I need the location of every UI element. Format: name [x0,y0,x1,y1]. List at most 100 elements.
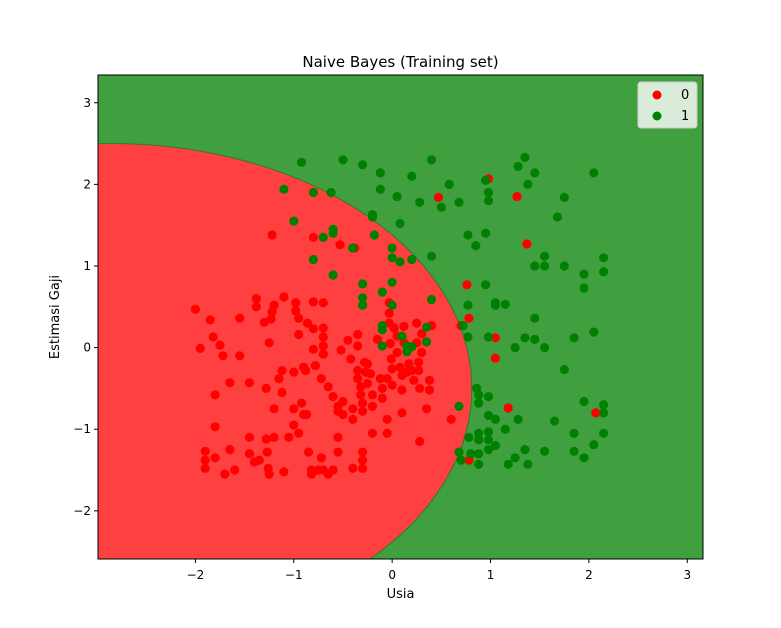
point-class-0 [308,297,318,307]
point-class-1 [540,261,550,271]
point-class-0 [200,446,210,456]
point-class-1 [530,261,540,271]
point-class-1 [318,232,328,242]
point-class-0 [328,465,338,475]
point-class-0 [269,300,279,310]
y-axis: −2 −1 0 1 2 3 [73,96,98,518]
point-class-0 [512,192,522,202]
point-class-1 [530,168,540,178]
point-class-0 [387,364,397,374]
point-class-0 [343,335,353,345]
point-class-1 [308,254,318,265]
point-class-0 [397,408,407,418]
point-class-0 [335,240,345,250]
point-class-0 [358,447,368,457]
point-class-0 [392,347,402,358]
point-class-0 [210,422,220,432]
point-class-1 [471,241,481,251]
point-class-1 [579,453,589,463]
point-class-1 [444,179,454,189]
point-class-0 [291,298,301,308]
x-tick-label: −2 [187,568,205,582]
point-class-0 [385,338,395,349]
point-class-0 [333,432,343,442]
point-class-0 [386,354,396,364]
point-class-0 [353,341,363,351]
point-class-1 [395,218,405,229]
point-class-1 [483,435,494,445]
point-class-1 [579,396,589,407]
point-class-0 [417,329,427,339]
point-class-1 [589,327,599,337]
point-class-0 [395,362,405,372]
point-class-1 [377,325,387,335]
point-class-0 [348,463,358,473]
point-class-1 [326,187,336,198]
point-class-0 [591,408,601,418]
point-class-0 [367,428,378,438]
point-class-0 [377,383,387,393]
point-class-0 [424,385,435,395]
point-class-1 [426,294,437,305]
point-class-0 [308,324,318,334]
point-class-0 [522,239,532,249]
point-class-0 [362,359,373,369]
point-class-0 [433,192,443,202]
point-class-1 [392,192,402,202]
y-tick-label: 0 [83,341,91,355]
point-class-0 [362,378,373,389]
point-class-1 [358,293,368,303]
point-class-1 [552,212,563,222]
point-class-1 [483,445,494,455]
point-class-0 [372,334,382,344]
point-class-1 [369,230,379,240]
point-class-1 [466,449,476,459]
y-tick-label: 1 [83,259,91,273]
point-class-0 [353,365,363,376]
point-class-1 [387,243,397,253]
point-class-0 [205,315,215,325]
point-class-0 [422,404,432,414]
point-class-0 [302,409,312,420]
point-class-1 [559,192,569,202]
point-class-1 [599,267,609,277]
point-class-1 [463,300,473,310]
point-class-1 [523,459,533,469]
point-class-0 [261,434,271,444]
point-class-0 [318,349,328,359]
point-class-1 [500,424,510,434]
point-class-1 [589,440,599,450]
point-class-1 [375,168,385,178]
point-class-1 [579,269,589,279]
point-class-1 [407,342,417,352]
point-class-1 [579,283,589,293]
scatter-points [190,152,609,479]
point-class-0 [358,398,368,408]
point-class-0 [446,414,456,424]
point-class-0 [261,383,271,393]
point-class-1 [454,401,464,411]
point-class-0 [289,367,299,377]
point-class-0 [415,436,425,447]
point-class-1 [279,184,289,194]
point-class-0 [358,406,368,416]
point-class-1 [483,427,494,437]
point-class-1 [483,410,494,420]
point-class-1 [599,253,609,263]
point-class-0 [503,403,513,413]
point-class-1 [454,197,464,207]
point-class-1 [513,414,523,424]
point-class-0 [316,374,326,384]
point-class-0 [235,313,245,323]
point-class-1 [523,179,533,189]
point-class-0 [377,393,387,403]
point-class-0 [358,455,368,465]
point-class-1 [328,270,338,280]
x-tick-label: 3 [683,568,691,582]
point-class-1 [481,280,491,290]
point-class-0 [303,447,314,457]
point-class-0 [490,333,500,343]
point-class-0 [294,329,304,340]
point-class-0 [414,357,424,367]
point-class-1 [328,224,338,234]
